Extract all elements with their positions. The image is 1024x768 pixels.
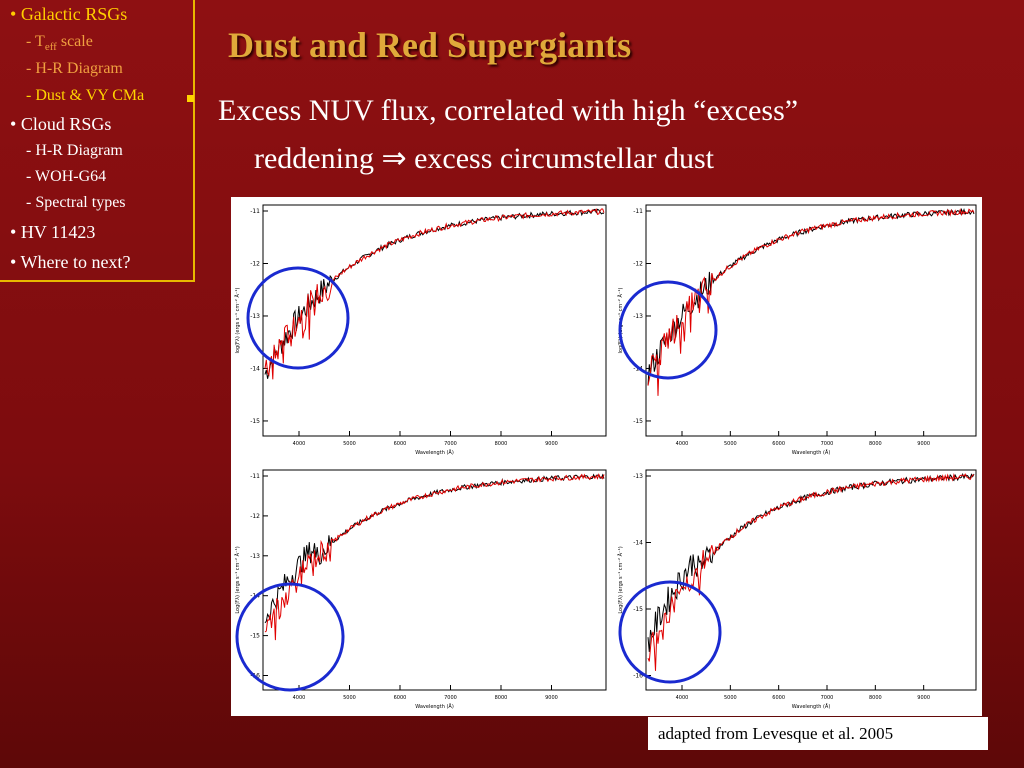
plot-frame (645, 469, 977, 691)
spectrum-line (647, 208, 975, 396)
y-tick-label: -14 (633, 540, 643, 547)
y-tick-label: -15 (633, 418, 643, 425)
y-tick-label: -15 (250, 633, 260, 640)
x-tick-label: 8000 (869, 695, 882, 701)
y-tick-label: -11 (250, 473, 260, 480)
nav-text: HV 11423 (20, 222, 96, 242)
nav-item[interactable]: • Where to next? (10, 252, 131, 272)
highlight-circle (235, 582, 345, 692)
x-tick-label: 7000 (444, 441, 457, 447)
spectrum-line (264, 473, 605, 641)
x-tick-label: 8000 (495, 441, 508, 447)
y-axis-label: log(Fλ) (ergs s⁻¹ cm⁻² Å⁻¹) (234, 287, 241, 353)
x-tick-label: 6000 (772, 441, 785, 447)
x-tick-label: 4000 (676, 441, 689, 447)
nav-text: H-R Diagram (35, 60, 123, 77)
nav-item[interactable]: - Teff scale (26, 33, 93, 54)
nav-text: Dust & VY CMa (35, 87, 145, 104)
y-axis-label: Log(Fλ) (ergs s⁻¹ cm⁻² Å⁻¹) (234, 546, 241, 613)
x-tick-label: 5000 (724, 695, 737, 701)
nav-item[interactable]: • Cloud RSGs (10, 114, 112, 134)
x-tick-label: 9000 (917, 695, 930, 701)
y-tick-label: -12 (633, 260, 643, 267)
body-text: reddening ⇒ excess circumstellar dust (254, 142, 714, 175)
nav-text: WOH-G64 (35, 168, 107, 185)
y-tick-label: -12 (250, 260, 260, 267)
x-tick-label: 4000 (676, 695, 689, 701)
x-tick-label: 9000 (917, 441, 930, 447)
y-tick-label: -13 (250, 553, 260, 560)
y-tick-label: -13 (250, 313, 260, 320)
x-axis-label: Wavelength (Å) (792, 703, 831, 710)
spectrum-plot: -11 -12 -13 -14 -15 4000 5000 6000 7000 8000 9000 W… (234, 204, 607, 456)
y-tick-label: -13 (633, 313, 643, 320)
nav-item[interactable]: - H-R Diagram (26, 142, 123, 159)
y-tick-label: -12 (250, 513, 260, 520)
y-tick-label: -15 (250, 418, 260, 425)
nav-text: eff (44, 41, 57, 54)
y-tick-label: -16 (633, 673, 643, 680)
highlight-circle (618, 580, 722, 684)
current-marker (187, 95, 194, 102)
x-tick-label: 7000 (444, 695, 457, 701)
x-tick-label: 5000 (343, 695, 356, 701)
nav-text: H-R Diagram (35, 142, 123, 159)
spectrum-line (647, 472, 975, 652)
y-tick-label: -11 (250, 208, 260, 215)
x-tick-label: 7000 (821, 695, 834, 701)
nav-item[interactable]: - Spectral types (26, 194, 126, 211)
x-tick-label: 6000 (394, 695, 407, 701)
y-tick-label: -14 (250, 365, 260, 372)
plot-frame (645, 204, 977, 437)
x-tick-label: 6000 (394, 441, 407, 447)
x-tick-label: 4000 (293, 695, 306, 701)
x-tick-label: 6000 (772, 695, 785, 701)
nav-item[interactable]: • HV 11423 (10, 222, 96, 242)
x-tick-label: 9000 (545, 695, 558, 701)
nav-text: Cloud RSGs (20, 114, 112, 134)
plot-frame (262, 204, 607, 437)
nav-text: Where to next? (20, 252, 131, 272)
highlight-circle (618, 280, 718, 380)
highlight-circle (246, 266, 350, 370)
body-text: Excess NUV flux, correlated with high “e… (218, 94, 799, 127)
y-axis-label: Log(Fλ) (ergs s⁻¹ cm⁻² Å⁻¹) (617, 546, 624, 613)
y-tick-label: -13 (633, 473, 643, 480)
x-tick-label: 8000 (869, 441, 882, 447)
nav-text: scale (56, 33, 93, 50)
spectrum-line (264, 208, 605, 380)
spectrum-line (264, 473, 605, 624)
slide-title: Dust and Red Supergiants (228, 25, 632, 65)
nav-item[interactable]: - H-R Diagram (26, 60, 123, 77)
nav-text: Galactic RSGs (20, 4, 128, 24)
nav-item[interactable]: - Dust & VY CMa (26, 87, 145, 104)
x-tick-label: 7000 (821, 441, 834, 447)
x-tick-label: 5000 (343, 441, 356, 447)
x-axis-label: Wavelength (Å) (792, 449, 831, 456)
x-axis-label: Wavelength (Å) (415, 449, 454, 456)
x-axis-label: Wavelength (Å) (415, 703, 454, 710)
plot-frame (262, 469, 607, 691)
x-tick-label: 4000 (293, 441, 306, 447)
y-tick-label: -15 (633, 606, 643, 613)
nav-item[interactable]: • Galactic RSGs (10, 4, 128, 24)
x-tick-label: 8000 (495, 695, 508, 701)
nav-text: T (35, 33, 45, 50)
spectrum-plot: -13 -14 -15 -16 4000 5000 6000 7000 8000 9000 Wave… (617, 469, 977, 710)
y-tick-label: -11 (633, 208, 643, 215)
caption: adapted from Levesque et al. 2005 (648, 717, 988, 750)
nav-text: Spectral types (35, 194, 126, 211)
spectrum-line (647, 473, 975, 671)
nav-panel (0, 0, 195, 282)
nav-item[interactable]: - WOH-G64 (26, 168, 107, 185)
x-tick-label: 5000 (724, 441, 737, 447)
x-tick-label: 9000 (545, 441, 558, 447)
